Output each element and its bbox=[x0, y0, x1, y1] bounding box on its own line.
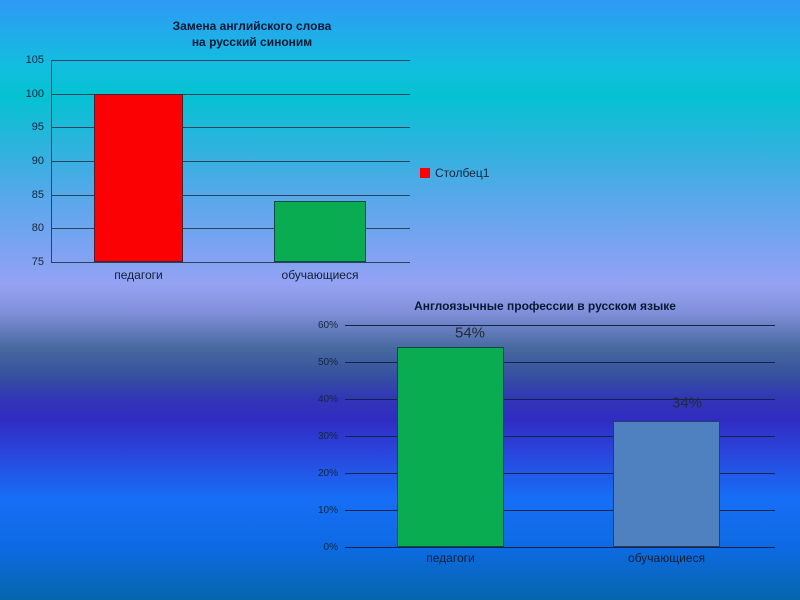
gridline bbox=[345, 399, 775, 400]
y-axis-tick-label: 20% bbox=[317, 468, 338, 479]
y-axis-tick-label: 75 bbox=[31, 256, 44, 268]
x-axis-category-label: педагоги bbox=[426, 551, 475, 565]
gridline bbox=[51, 228, 410, 229]
y-axis-tick-label: 50% bbox=[317, 357, 338, 368]
y-axis-tick-label: 80 bbox=[31, 222, 44, 234]
y-axis-tick-label: 10% bbox=[317, 505, 338, 516]
gridline bbox=[51, 195, 410, 196]
y-axis-tick-label: 30% bbox=[317, 431, 338, 442]
gridline bbox=[345, 325, 775, 326]
gridline bbox=[51, 60, 410, 61]
y-axis-tick-label: 90 bbox=[31, 155, 44, 167]
gridline bbox=[51, 262, 410, 263]
x-axis-category-label: обучающиеся bbox=[628, 551, 705, 565]
y-axis-tick-label: 85 bbox=[31, 189, 44, 201]
bar-обучающиеся bbox=[274, 201, 366, 262]
gridline bbox=[345, 473, 775, 474]
chart-2-title: Англоязычные профессии в русском языке bbox=[414, 299, 676, 313]
y-axis-tick-label: 40% bbox=[317, 394, 338, 405]
gridline bbox=[345, 510, 775, 511]
gridline bbox=[51, 127, 410, 128]
gridline bbox=[345, 547, 775, 548]
x-axis-category-label: обучающиеся bbox=[281, 268, 359, 282]
y-axis-tick-label: 105 bbox=[25, 54, 44, 66]
y-axis-tick-label: 0% bbox=[323, 542, 338, 553]
bar-value-label: 54% bbox=[454, 324, 486, 342]
chart-1-legend-label: Столбец1 bbox=[435, 166, 490, 180]
bar-value-label: 34% bbox=[671, 394, 703, 412]
y-axis-line bbox=[51, 60, 52, 263]
chart-1-title: Замена английского слова на русский сино… bbox=[52, 18, 452, 50]
bar-педагоги bbox=[94, 94, 183, 262]
x-axis-category-label: педагоги bbox=[114, 268, 163, 282]
bar-педагоги bbox=[397, 347, 504, 547]
gridline bbox=[345, 436, 775, 437]
chart-1-title-line-1: Замена английского слова bbox=[172, 19, 332, 33]
legend-red-swatch-icon bbox=[420, 168, 430, 178]
chart-1-legend: Столбец1 bbox=[420, 166, 489, 180]
gridline bbox=[345, 362, 775, 363]
chart-1-title-line-2: на русский синоним bbox=[191, 35, 313, 49]
gridline bbox=[51, 94, 410, 95]
gridline bbox=[51, 161, 410, 162]
y-axis-tick-label: 95 bbox=[31, 121, 44, 133]
y-axis-tick-label: 60% bbox=[317, 320, 338, 331]
bar-обучающиеся bbox=[613, 421, 720, 547]
y-axis-tick-label: 100 bbox=[25, 88, 44, 100]
